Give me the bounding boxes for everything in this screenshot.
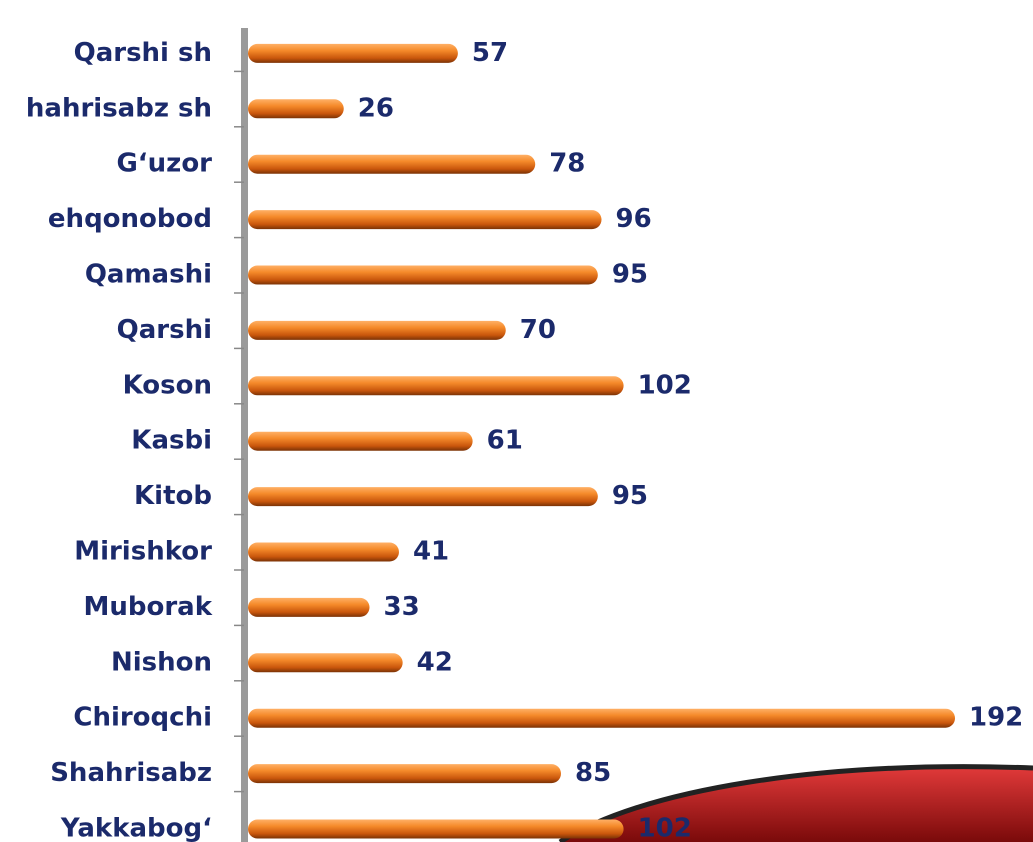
- y-tick-label: Kitob: [134, 481, 212, 511]
- y-tick-label: Qarshi sh: [74, 38, 212, 68]
- bar: [248, 543, 399, 562]
- chart: Qarshi sh 57 hahrisabz sh 26 G‘uzor 78 ehqonob…: [0, 0, 1033, 842]
- bar: [248, 321, 506, 340]
- bar: [248, 99, 344, 118]
- value-label: 78: [549, 149, 585, 179]
- bar: [248, 764, 561, 783]
- y-tick-label: Yakkabog‘: [60, 814, 212, 842]
- y-tick-label: Muborak: [83, 592, 212, 622]
- bar: [248, 653, 403, 672]
- bar: [248, 155, 535, 174]
- value-label: 95: [612, 481, 648, 511]
- value-label: 33: [384, 592, 420, 622]
- bar: [248, 432, 473, 451]
- y-tick-label: Shahrisabz: [50, 758, 212, 788]
- y-tick-label: Kasbi: [131, 426, 212, 456]
- bar: [248, 820, 624, 839]
- y-tick-label: Qamashi: [85, 260, 212, 290]
- y-tick-label: Qarshi: [117, 315, 212, 345]
- value-label: 61: [487, 426, 523, 456]
- y-tick-label: Koson: [123, 370, 212, 400]
- y-tick-label: ehqonobod: [48, 204, 212, 234]
- y-tick-label: Chiroqchi: [73, 703, 212, 733]
- value-label: 42: [417, 647, 453, 677]
- value-label: 102: [638, 370, 692, 400]
- value-label: 41: [413, 537, 449, 567]
- bar: [248, 598, 370, 617]
- value-label: 95: [612, 260, 648, 290]
- y-tick-label: Nishon: [111, 647, 212, 677]
- bar: [248, 210, 602, 229]
- y-tick-label: Mirishkor: [74, 537, 212, 567]
- value-label: 70: [520, 315, 556, 345]
- bar: [248, 44, 458, 63]
- bar: [248, 487, 598, 506]
- value-label: 26: [358, 93, 394, 123]
- value-label: 102: [638, 814, 692, 842]
- bar: [248, 709, 955, 728]
- y-tick-label: hahrisabz sh: [26, 93, 212, 123]
- value-label: 96: [616, 204, 652, 234]
- value-label: 57: [472, 38, 508, 68]
- axis-line: [241, 28, 248, 842]
- value-label: 192: [969, 703, 1023, 733]
- bar: [248, 376, 624, 395]
- y-tick-label: G‘uzor: [116, 149, 212, 179]
- value-label: 85: [575, 758, 611, 788]
- bar: [248, 266, 598, 285]
